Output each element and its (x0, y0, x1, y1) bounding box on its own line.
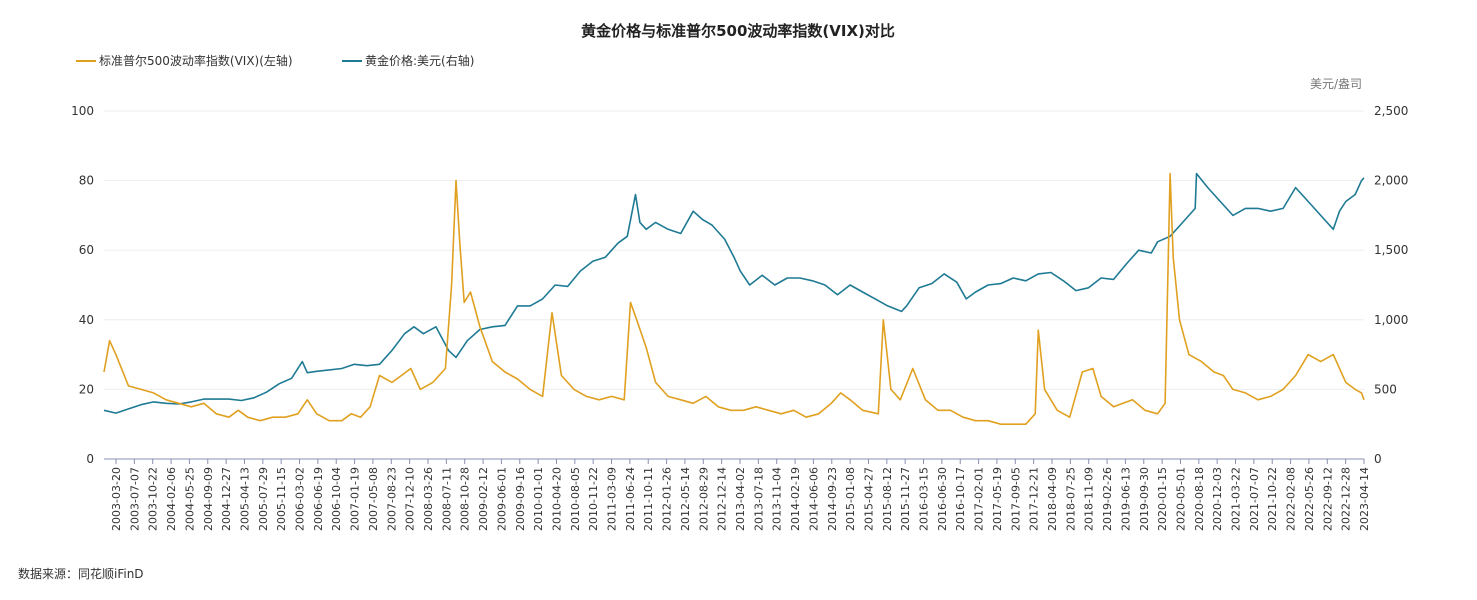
x-tick-label: 2022-09-12 (1321, 467, 1334, 531)
x-tick-label: 2019-02-26 (1101, 467, 1114, 531)
x-tick-label: 2007-08-23 (385, 467, 398, 531)
gridlines (104, 110, 1364, 390)
x-tick-label: 2021-10-22 (1266, 467, 1279, 531)
legend: 标准普尔500波动率指数(VIX)(左轴) 黄金价格:美元(右轴) (76, 53, 474, 68)
x-tick-label: 2006-06-19 (312, 467, 325, 531)
x-tick-label: 2023-04-14 (1358, 467, 1371, 531)
x-tick-label: 2020-12-03 (1211, 467, 1224, 531)
x-tick-label: 2010-11-22 (587, 467, 600, 531)
left-tick-label: 20 (79, 382, 94, 396)
x-axis: 2003-03-20 2003-07-07 2003-10-22 2004-02-06… (104, 458, 1371, 531)
x-tick-label: 2016-06-30 (936, 467, 949, 531)
x-tick-label: 2004-12-27 (220, 467, 233, 531)
legend-item-vix[interactable]: 标准普尔500波动率指数(VIX)(左轴) (76, 53, 293, 68)
x-tick-label: 2015-01-08 (844, 467, 857, 531)
x-tick-label: 2021-03-22 (1230, 467, 1243, 531)
x-tick-label: 2006-03-02 (294, 467, 307, 531)
x-tick-label: 2015-04-27 (862, 467, 875, 531)
right-axis-unit: 美元/盎司 (1310, 77, 1362, 91)
right-tick-label: 1,500 (1374, 243, 1408, 257)
x-tick-label: 2015-11-27 (899, 467, 912, 531)
legend-label-vix: 标准普尔500波动率指数(VIX)(左轴) (99, 53, 293, 68)
right-tick-label: 2,000 (1374, 174, 1408, 188)
x-tick-label: 2009-09-16 (514, 467, 527, 531)
x-tick-label: 2005-04-13 (238, 467, 251, 531)
x-tick-label: 2003-10-22 (147, 467, 160, 531)
x-tick-label: 2020-05-01 (1174, 467, 1187, 531)
x-tick-label: 2010-01-01 (532, 467, 545, 531)
x-tick-label: 2011-03-09 (606, 467, 619, 531)
left-tick-label: 0 (86, 452, 94, 466)
x-tick-label: 2012-05-14 (679, 467, 692, 531)
x-tick-label: 2012-12-14 (716, 467, 729, 531)
x-tick-label: 2010-08-05 (569, 467, 582, 531)
x-tick-label: 2003-07-07 (128, 467, 141, 531)
x-tick-label: 2009-02-12 (477, 467, 490, 531)
right-tick-label: 0 (1374, 452, 1382, 466)
x-tick-label: 2022-05-26 (1303, 467, 1316, 531)
right-axis: 0 500 1,000 1,500 2,000 2,500 (1374, 104, 1408, 466)
x-tick-label: 2005-11-15 (275, 467, 288, 531)
x-tick-label: 2005-07-29 (257, 467, 270, 531)
series-lines (103, 172, 1365, 425)
x-tick-label: 2008-10-28 (459, 467, 472, 531)
x-tick-label: 2009-06-01 (495, 467, 508, 531)
left-axis: 0 20 40 60 80 100 (71, 104, 94, 466)
x-tick-label: 2004-09-09 (202, 467, 215, 531)
series-line-gold (103, 172, 1365, 414)
x-tick-label: 2007-05-08 (367, 467, 380, 531)
x-tick-label: 2017-09-05 (1009, 467, 1022, 531)
legend-item-gold[interactable]: 黄金价格:美元(右轴) (342, 53, 474, 68)
x-tick-label: 2016-10-17 (954, 467, 967, 531)
x-tick-label: 2020-08-18 (1193, 467, 1206, 531)
series-line-vix (103, 172, 1365, 425)
x-tick-label: 2022-12-28 (1340, 467, 1353, 531)
x-tick-label: 2022-02-08 (1285, 467, 1298, 531)
left-tick-label: 80 (79, 174, 94, 188)
x-tick-label: 2018-07-25 (1064, 467, 1077, 531)
x-tick-label: 2017-02-01 (973, 467, 986, 531)
right-tick-label: 500 (1374, 382, 1397, 396)
x-tick-label: 2008-07-11 (440, 467, 453, 531)
x-tick-label: 2018-11-09 (1083, 467, 1096, 531)
left-tick-label: 100 (71, 104, 94, 118)
chart-title: 黄金价格与标准普尔500波动率指数(VIX)对比 (581, 22, 895, 40)
x-tick-label: 2014-02-19 (789, 467, 802, 531)
x-tick-label: 2012-01-26 (661, 467, 674, 531)
x-tick-label: 2014-06-06 (807, 467, 820, 531)
x-tick-label: 2010-04-20 (550, 467, 563, 531)
x-tick-label: 2013-07-18 (752, 467, 765, 531)
x-tick-label: 2020-01-15 (1156, 467, 1169, 531)
x-tick-label: 2016-03-15 (918, 467, 931, 531)
right-tick-label: 2,500 (1374, 104, 1408, 118)
x-tick-label: 2017-05-19 (991, 467, 1004, 531)
x-tick-label: 2008-03-26 (422, 467, 435, 531)
x-tick-label: 2006-10-04 (330, 467, 343, 531)
x-tick-label: 2019-09-30 (1138, 467, 1151, 531)
left-tick-label: 40 (79, 313, 94, 327)
left-tick-label: 60 (79, 243, 94, 257)
x-tick-label: 2007-12-10 (404, 467, 417, 531)
x-tick-label: 2019-06-13 (1119, 467, 1132, 531)
x-tick-label: 2021-07-07 (1248, 467, 1261, 531)
x-tick-label: 2004-02-06 (165, 467, 178, 531)
legend-label-gold: 黄金价格:美元(右轴) (365, 53, 474, 68)
x-tick-label: 2004-05-25 (183, 467, 196, 531)
x-tick-label: 2014-09-23 (826, 467, 839, 531)
x-tick-label: 2011-06-24 (624, 467, 637, 531)
x-tick-label: 2013-04-02 (734, 467, 747, 531)
data-source: 数据来源：同花顺iFinD (18, 566, 144, 581)
right-tick-label: 1,000 (1374, 313, 1408, 327)
x-tick-label: 2007-01-19 (349, 467, 362, 531)
x-tick-label: 2017-12-21 (1028, 467, 1041, 531)
x-tick-label: 2012-08-29 (697, 467, 710, 531)
x-tick-label: 2015-08-12 (881, 467, 894, 531)
x-tick-label: 2011-10-11 (642, 467, 655, 531)
x-tick-label: 2018-04-09 (1046, 467, 1059, 531)
x-tick-label: 2003-03-20 (110, 467, 123, 531)
x-tick-label: 2013-11-04 (771, 467, 784, 531)
